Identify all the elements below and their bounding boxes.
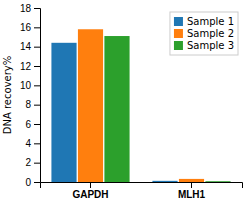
y-axis-title: DNA recovery% xyxy=(2,56,13,134)
y-tick: 12 xyxy=(20,61,40,72)
y-tick-mark xyxy=(34,85,40,86)
legend-swatch xyxy=(174,41,183,50)
y-tick: 10 xyxy=(20,80,40,91)
legend-item: Sample 3 xyxy=(174,40,234,51)
x-tick-label: MLH1 xyxy=(178,189,206,200)
x-axis: GAPDH MLH1 xyxy=(41,182,243,200)
y-tick-mark xyxy=(34,124,40,125)
y-tick-mark xyxy=(34,163,40,164)
y-tick: 16 xyxy=(20,22,40,33)
x-axis-line xyxy=(41,183,243,189)
y-tick-label: 10 xyxy=(20,80,32,91)
y-tick-mark xyxy=(34,105,40,106)
y-tick-mark xyxy=(34,143,40,144)
legend-label: Sample 2 xyxy=(187,28,234,39)
legend-box xyxy=(170,12,238,55)
legend-swatch xyxy=(174,29,183,38)
y-tick-mark xyxy=(34,27,40,28)
legend: Sample 1Sample 2Sample 3 xyxy=(170,12,238,55)
legend-swatch xyxy=(174,17,183,26)
y-tick: 0 xyxy=(25,177,40,188)
y-tick: 18 xyxy=(20,3,40,14)
plot: 0 2 4 6 8 10 12 14 16 18 GAPDH MLH1 Sample 1Sample 2… xyxy=(20,3,243,200)
bar xyxy=(152,181,177,182)
x-tick-mark xyxy=(90,182,91,188)
x-tick-label: GAPDH xyxy=(72,189,108,200)
y-tick: 2 xyxy=(25,157,40,168)
bar xyxy=(205,181,230,182)
x-tick: GAPDH xyxy=(72,182,108,200)
y-tick-label: 14 xyxy=(20,41,32,52)
y-tick-label: 2 xyxy=(25,157,31,168)
y-tick-label: 8 xyxy=(25,99,31,110)
y-tick: 14 xyxy=(20,41,40,52)
y-tick-label: 18 xyxy=(20,3,32,14)
x-tick-mark xyxy=(191,182,192,188)
legend-label: Sample 1 xyxy=(187,16,234,27)
chart: 0 2 4 6 8 10 12 14 16 18 GAPDH MLH1 Sample 1Sample 2… xyxy=(0,0,250,202)
y-tick: 6 xyxy=(25,119,40,130)
y-tick-mark xyxy=(34,182,40,183)
x-tick: MLH1 xyxy=(178,182,206,200)
y-tick: 8 xyxy=(25,99,40,110)
y-tick-label: 0 xyxy=(25,177,31,188)
y-axis: 0 2 4 6 8 10 12 14 16 18 xyxy=(20,3,41,188)
y-tick-mark xyxy=(34,8,40,9)
y-tick-mark xyxy=(34,47,40,48)
y-tick: 4 xyxy=(25,138,40,149)
legend-label: Sample 3 xyxy=(187,40,234,51)
y-tick-mark xyxy=(34,66,40,67)
y-tick-label: 12 xyxy=(20,61,32,72)
y-tick-label: 16 xyxy=(20,22,32,33)
bar xyxy=(51,43,76,182)
bar xyxy=(179,179,204,182)
bar xyxy=(104,36,129,182)
legend-item: Sample 1 xyxy=(174,16,234,27)
y-tick-label: 6 xyxy=(25,119,31,130)
legend-item: Sample 2 xyxy=(174,28,234,39)
bar xyxy=(78,29,103,182)
y-axis-line xyxy=(34,9,41,183)
y-tick-label: 4 xyxy=(25,138,31,149)
